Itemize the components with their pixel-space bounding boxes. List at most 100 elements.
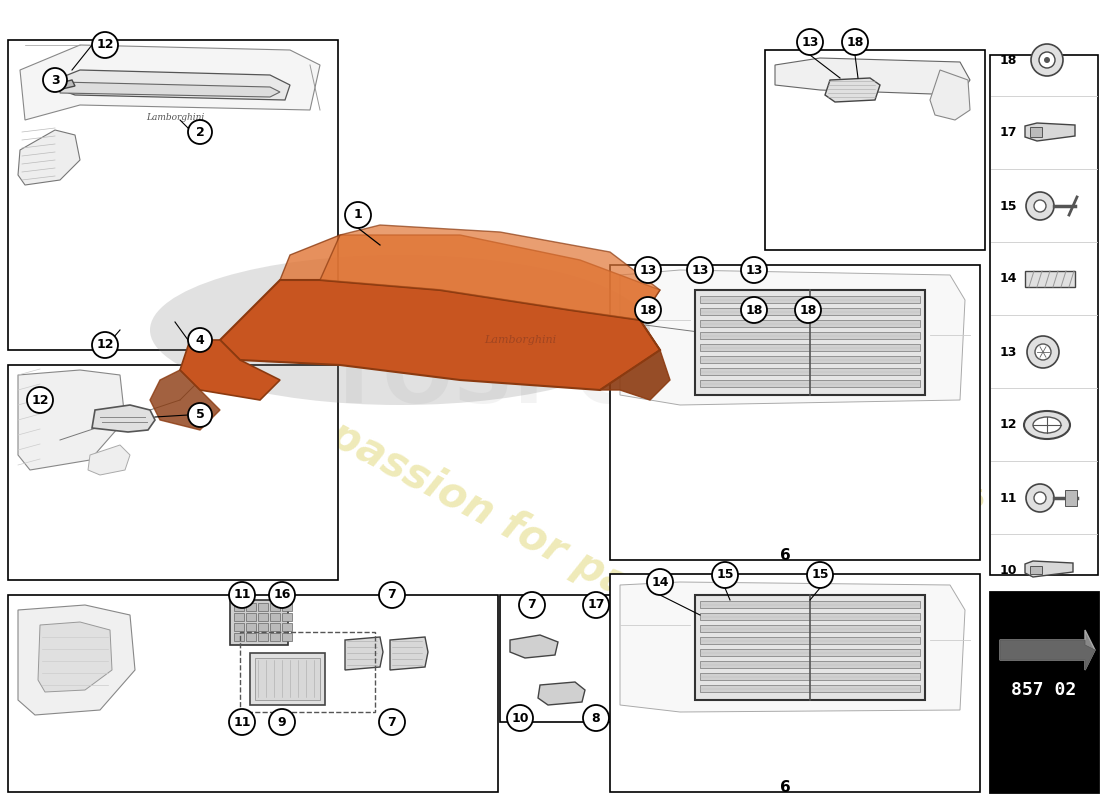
Bar — [1030, 566, 1042, 574]
Circle shape — [229, 709, 255, 735]
Circle shape — [92, 332, 118, 358]
Text: 4: 4 — [196, 334, 205, 346]
Bar — [282, 603, 292, 611]
Circle shape — [1026, 192, 1054, 220]
Bar — [270, 613, 280, 621]
Bar — [1030, 127, 1042, 137]
Polygon shape — [1000, 630, 1094, 670]
Bar — [700, 296, 920, 303]
Polygon shape — [620, 582, 965, 712]
Text: 9: 9 — [277, 715, 286, 729]
Circle shape — [43, 68, 67, 92]
Bar — [234, 623, 244, 631]
Bar — [610, 265, 980, 560]
Polygon shape — [18, 370, 125, 470]
Circle shape — [807, 562, 833, 588]
Circle shape — [842, 29, 868, 55]
Circle shape — [1027, 336, 1059, 368]
Text: 11: 11 — [1000, 491, 1018, 505]
Polygon shape — [825, 78, 880, 102]
Text: Lamborghini: Lamborghini — [484, 335, 557, 345]
Circle shape — [1026, 484, 1054, 512]
Polygon shape — [18, 605, 135, 715]
Bar — [258, 623, 268, 631]
Bar — [700, 625, 920, 632]
Polygon shape — [538, 682, 585, 705]
Polygon shape — [280, 235, 660, 320]
Bar — [282, 613, 292, 621]
Bar — [1065, 490, 1077, 506]
Polygon shape — [776, 58, 970, 95]
Circle shape — [712, 562, 738, 588]
Text: 12: 12 — [97, 38, 113, 51]
Bar — [500, 595, 615, 722]
Text: 7: 7 — [387, 589, 396, 602]
Circle shape — [741, 297, 767, 323]
Text: 14: 14 — [651, 575, 669, 589]
Bar — [258, 603, 268, 611]
Circle shape — [798, 29, 823, 55]
Bar — [234, 633, 244, 641]
Bar — [700, 332, 920, 339]
Text: 13: 13 — [801, 35, 818, 49]
Text: 13: 13 — [691, 263, 708, 277]
Text: 18: 18 — [746, 303, 762, 317]
Text: 7: 7 — [528, 598, 537, 611]
Circle shape — [1040, 52, 1055, 68]
Bar — [764, 50, 985, 250]
Text: 15: 15 — [1000, 199, 1018, 213]
Bar — [700, 613, 920, 620]
Bar — [246, 623, 256, 631]
Bar — [250, 653, 324, 705]
Circle shape — [270, 709, 295, 735]
Bar — [700, 368, 920, 375]
Text: 10: 10 — [1000, 563, 1018, 577]
Circle shape — [28, 387, 53, 413]
Text: 11: 11 — [233, 715, 251, 729]
Polygon shape — [150, 370, 220, 430]
Bar — [695, 290, 925, 395]
Bar — [230, 600, 288, 645]
Bar — [700, 380, 920, 387]
Text: 12: 12 — [1000, 418, 1018, 431]
Circle shape — [741, 257, 767, 283]
Bar — [700, 673, 920, 680]
Polygon shape — [510, 635, 558, 658]
Circle shape — [345, 202, 371, 228]
Circle shape — [379, 709, 405, 735]
Circle shape — [1031, 44, 1063, 76]
Circle shape — [188, 328, 212, 352]
Bar — [700, 308, 920, 315]
Bar — [700, 344, 920, 351]
Text: 11: 11 — [233, 589, 251, 602]
Bar — [700, 649, 920, 656]
Text: 12: 12 — [97, 338, 113, 351]
Bar — [700, 601, 920, 608]
Bar — [246, 603, 256, 611]
Polygon shape — [1025, 561, 1072, 577]
Text: a passion for parts: a passion for parts — [285, 393, 695, 638]
Circle shape — [1044, 57, 1050, 63]
Bar — [246, 613, 256, 621]
Polygon shape — [92, 405, 155, 432]
Circle shape — [583, 705, 609, 731]
Circle shape — [270, 582, 295, 608]
Circle shape — [507, 705, 534, 731]
Circle shape — [795, 297, 821, 323]
Ellipse shape — [150, 255, 650, 405]
Text: 18: 18 — [639, 303, 657, 317]
Circle shape — [229, 582, 255, 608]
Circle shape — [635, 257, 661, 283]
Text: 1: 1 — [353, 209, 362, 222]
Bar — [990, 592, 1098, 792]
Text: 8: 8 — [592, 711, 601, 725]
Polygon shape — [345, 637, 383, 670]
Circle shape — [519, 592, 544, 618]
Text: 12: 12 — [31, 394, 48, 406]
Circle shape — [92, 32, 118, 58]
Circle shape — [688, 257, 713, 283]
Bar — [258, 633, 268, 641]
Text: 15: 15 — [812, 569, 828, 582]
Circle shape — [188, 120, 212, 144]
Text: 7: 7 — [387, 715, 396, 729]
